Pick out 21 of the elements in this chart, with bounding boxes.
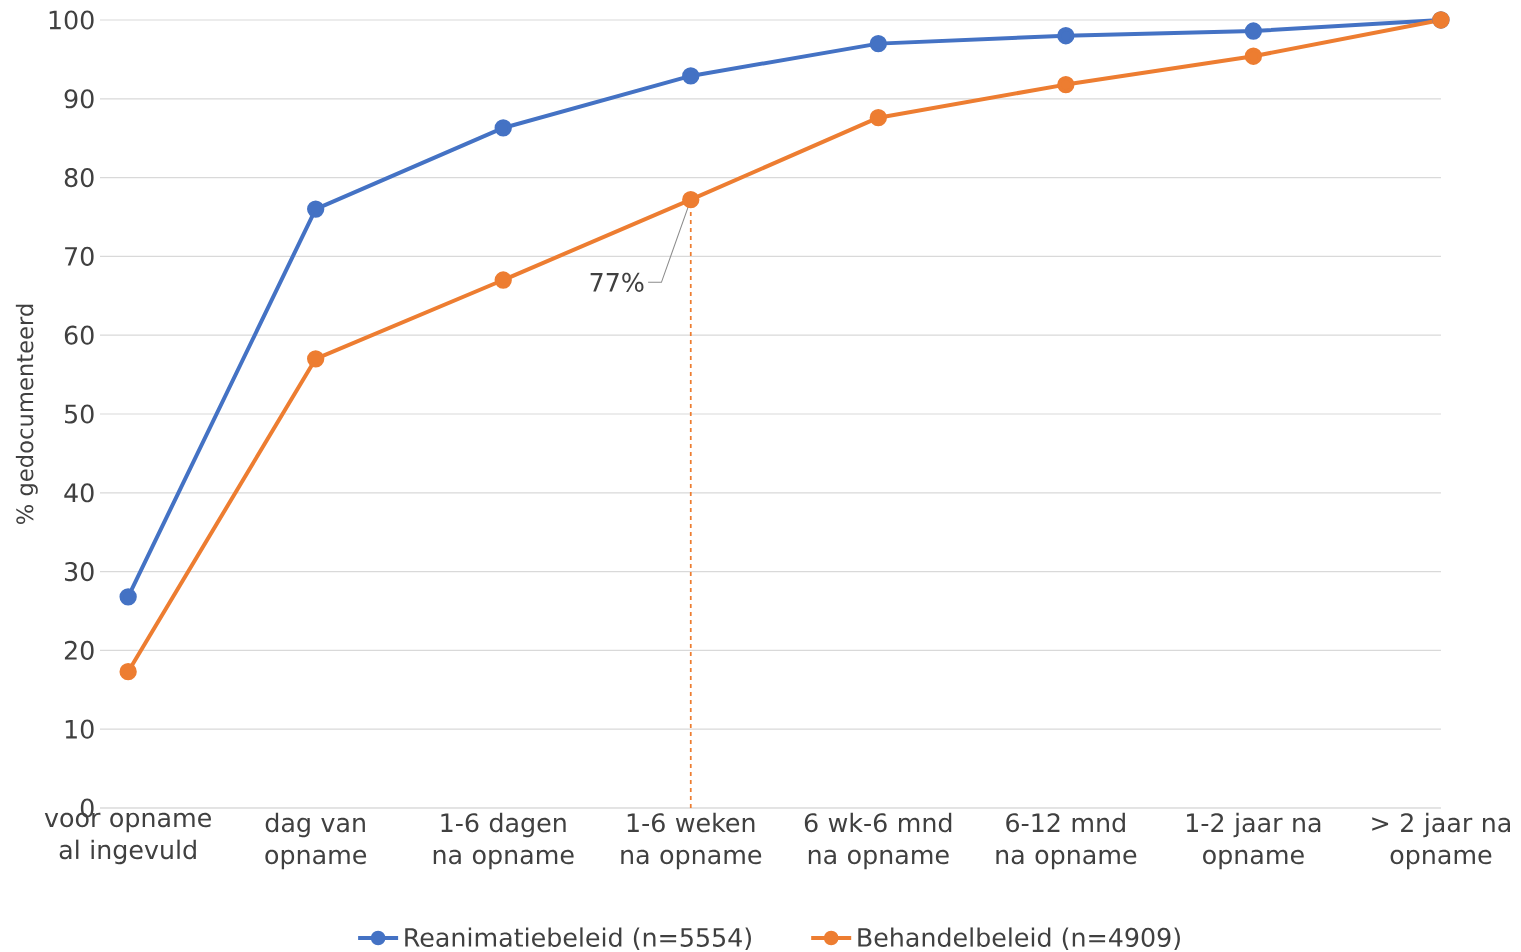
legend-label: Reanimatiebeleid (n=5554) <box>405 927 751 950</box>
y-tick-label: 30 <box>64 562 94 582</box>
x-tick-label: > 2 jaar na opname <box>1372 812 1510 870</box>
y-tick-label: 60 <box>64 325 94 345</box>
y-tick-label: 80 <box>64 168 94 188</box>
y-tick-label: 90 <box>64 89 94 109</box>
legend-label: Behandelbeleid (n=4909) <box>858 927 1180 950</box>
y-tick-label: 10 <box>65 719 94 739</box>
x-tick-label: 6 wk-6 mnd na opname <box>804 812 952 870</box>
y-axis-title: % gedocumenteerd <box>15 304 38 525</box>
x-tick-label: 1-6 dagen na opname <box>433 812 574 870</box>
y-tick-label: 40 <box>64 483 94 503</box>
y-tick-label: 20 <box>64 640 94 660</box>
x-tick-label: 6-12 mnd na opname <box>996 812 1137 870</box>
y-tick-label: 70 <box>65 246 94 266</box>
x-tick-label: dag van opname <box>265 812 367 870</box>
y-tick-label: 100 <box>49 10 94 30</box>
annotation: 77% <box>590 272 644 292</box>
x-tick-label: 1-6 weken na opname <box>621 812 762 870</box>
x-tick-label: 1-2 jaar na opname <box>1186 812 1321 870</box>
y-tick-label: 50 <box>65 404 94 424</box>
